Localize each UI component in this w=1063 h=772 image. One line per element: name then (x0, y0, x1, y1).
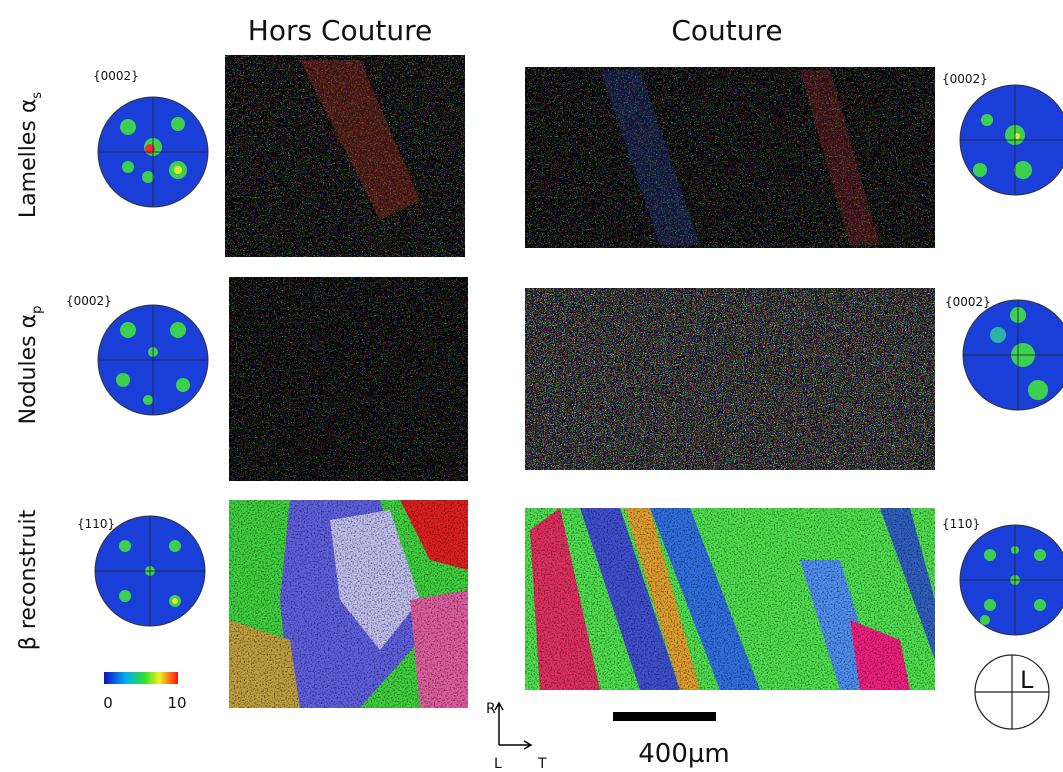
colorbar-max: 10 (167, 694, 186, 712)
pole-density (1028, 380, 1048, 400)
pole-label: {110} (77, 517, 115, 531)
pole-figure (959, 84, 1063, 196)
reference-label: L (1020, 666, 1034, 694)
pole-density (984, 549, 996, 561)
pole-density (1014, 161, 1032, 179)
label: Lamelles α (16, 99, 41, 218)
axis-label: R (486, 701, 496, 717)
pole-density (984, 599, 996, 611)
map-band (300, 60, 420, 220)
map-texture (229, 277, 468, 481)
colorbar-min: 0 (103, 694, 113, 712)
pole-figure (962, 299, 1063, 411)
pole-density (172, 598, 178, 604)
axes-glyph (494, 701, 533, 750)
pole-density (119, 540, 131, 552)
pole-density (1034, 599, 1046, 611)
pole-density (973, 163, 987, 177)
axis-label: L (494, 756, 502, 772)
row-label-text: β reconstruit (16, 509, 41, 650)
pole-label: {0002} (945, 295, 991, 309)
pole-density (1034, 549, 1046, 561)
pole-density (171, 117, 185, 131)
subscript: s (30, 92, 45, 99)
pole-density (142, 171, 154, 183)
map-band (800, 70, 880, 245)
subscript: p (30, 306, 45, 314)
pole-density (176, 378, 190, 392)
map-band (600, 70, 700, 245)
pole-density (122, 161, 134, 173)
column-title: Couture (671, 14, 782, 47)
pole-figure (94, 515, 206, 627)
row-label: β reconstruit (16, 509, 41, 650)
map-texture (225, 55, 465, 257)
pole-label: {0002} (942, 72, 988, 86)
pole-density (119, 590, 131, 602)
map-texture (525, 288, 935, 470)
pole-density (169, 540, 181, 552)
map-texture (525, 67, 935, 248)
map (525, 508, 935, 690)
pole-density (174, 166, 182, 174)
pole-label: {0002} (66, 294, 112, 308)
pole-density (1014, 133, 1020, 139)
scale-bar-label: 400µm (638, 739, 730, 769)
label: Nodules α (16, 314, 41, 424)
pole-density (981, 114, 993, 126)
pole-label: {110} (942, 517, 980, 531)
pole-figure (97, 96, 209, 208)
axis-label: T (537, 756, 547, 772)
row-label-text: Lamelles αs (16, 92, 45, 218)
pole-density (143, 395, 153, 405)
row-label-text: Nodules αp (16, 306, 45, 425)
column-title: Hors Couture (248, 14, 432, 47)
pole-density (145, 144, 155, 154)
reference-circle (974, 654, 1050, 730)
pole-density (120, 322, 136, 338)
pole-figures (94, 84, 1063, 636)
pole-density (116, 373, 130, 387)
pole-label: {0002} (93, 69, 139, 83)
pole-figure (959, 524, 1063, 636)
scale-bar (613, 712, 716, 721)
colorbar (104, 672, 178, 684)
pole-figure (97, 304, 209, 416)
pole-density (170, 322, 186, 338)
map (229, 500, 468, 708)
pole-density (120, 119, 136, 135)
pole-density (980, 615, 990, 625)
row-label: Lamelles αs (16, 92, 45, 218)
row-label: Nodules αp (16, 306, 45, 425)
pole-density (990, 327, 1006, 343)
